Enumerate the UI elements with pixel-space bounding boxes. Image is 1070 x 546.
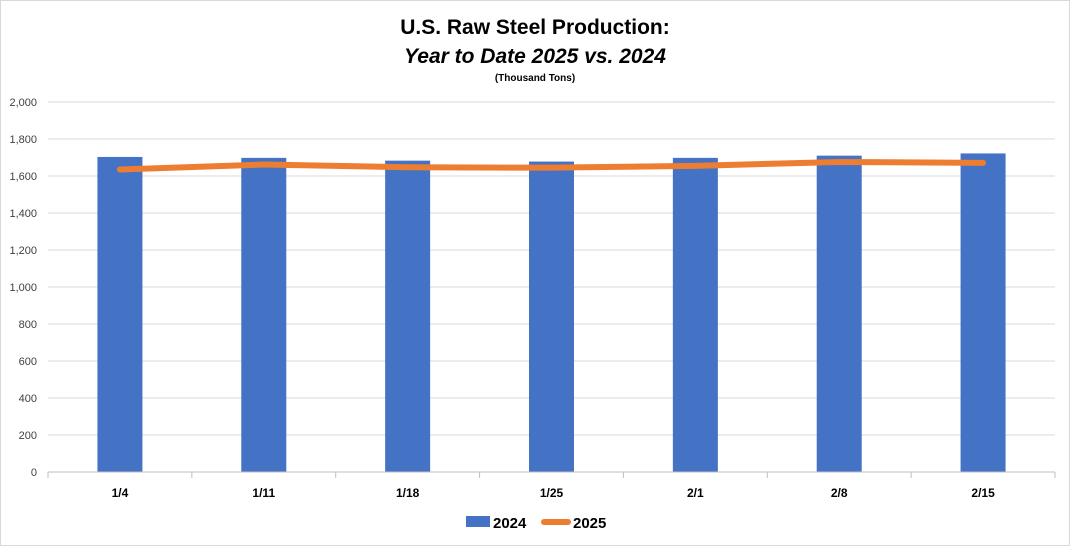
- x-tick-label: 1/11: [252, 486, 275, 500]
- bar-2024: [816, 155, 862, 472]
- y-tick-label: 800: [19, 319, 37, 331]
- y-axis-tick-labels: 0 200 400 600 800 1,000 1,200 1,400 1,600 1,800 2,…: [9, 97, 37, 479]
- x-tick-label: 1/4: [112, 486, 129, 500]
- y-tick-label: 1,800: [9, 134, 37, 146]
- y-tick-label: 1,000: [9, 282, 37, 294]
- chart-subtitle: Year to Date 2025 vs. 2024: [404, 45, 666, 68]
- line-2025-point: [551, 167, 552, 169]
- x-tick-label: 1/18: [396, 486, 420, 500]
- legend: 2024 2025: [466, 515, 606, 532]
- y-tick-label: 200: [19, 430, 37, 442]
- legend-swatch-2024: [466, 516, 490, 527]
- bar-2024: [672, 157, 718, 472]
- line-2025-point: [694, 165, 696, 167]
- bar-2024: [241, 157, 287, 472]
- x-tick-label: 1/25: [540, 486, 564, 500]
- y-tick-label: 400: [19, 393, 37, 405]
- legend-label-2024: 2024: [493, 515, 527, 532]
- y-tick-label: 600: [19, 356, 37, 368]
- x-tick-label: 2/8: [831, 486, 848, 500]
- legend-label-2025: 2025: [573, 515, 606, 532]
- y-tick-label: 0: [31, 467, 37, 479]
- y-tick-label: 1,600: [9, 171, 37, 183]
- chart-units-note: (Thousand Tons): [495, 73, 575, 84]
- y-tick-label: 2,000: [9, 97, 37, 109]
- line-2025-point: [407, 166, 409, 168]
- bar-2024: [960, 153, 1006, 472]
- bar-2024: [385, 160, 431, 472]
- line-2025-point: [119, 169, 121, 171]
- line-2025-point: [263, 164, 265, 166]
- bar-2024: [97, 156, 143, 472]
- line-2025-point: [838, 161, 840, 163]
- bars-2024: [97, 153, 1006, 472]
- y-tick-label: 1,200: [9, 245, 37, 257]
- y-tick-label: 1,400: [9, 208, 37, 220]
- x-axis: 1/4 1/11 1/18 1/25 2/1 2/8 2/15: [47, 471, 1056, 500]
- x-tick-label: 2/15: [971, 486, 995, 500]
- x-tick-label: 2/1: [687, 486, 704, 500]
- chart-title: U.S. Raw Steel Production:: [400, 16, 670, 39]
- bar-2024: [529, 161, 574, 472]
- line-2025-point: [982, 162, 984, 164]
- line-2025: [116, 158, 987, 173]
